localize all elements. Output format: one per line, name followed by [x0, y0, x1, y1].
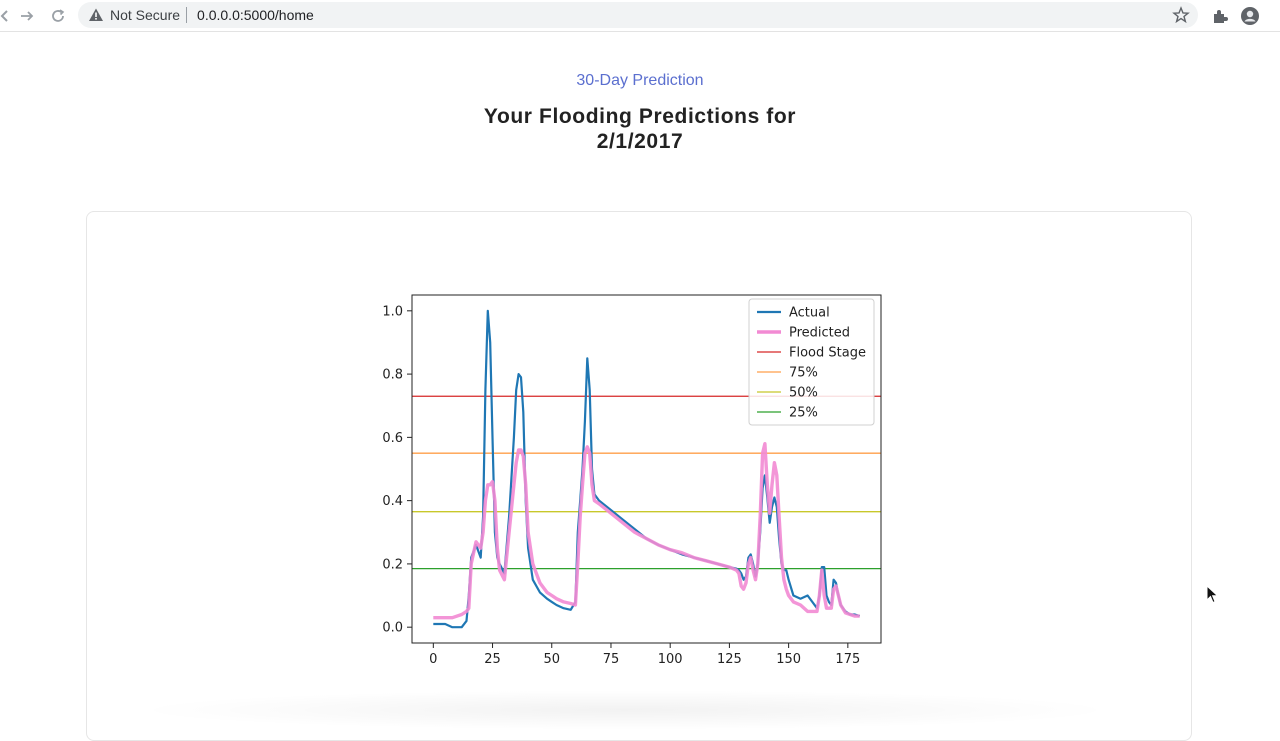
page-subtitle: 30-Day Prediction	[576, 72, 704, 89]
warning-icon	[88, 7, 104, 23]
legend-label-4: 75%	[789, 366, 818, 381]
y-tick-label-1: 0.0	[382, 621, 403, 636]
url-text[interactable]: 0.0.0.0:5000/home	[197, 7, 314, 23]
mouse-cursor-icon	[1206, 584, 1220, 605]
legend-label-5: 50%	[789, 386, 818, 401]
plot-frame	[411, 294, 882, 644]
y-tick-label-4: 0.6	[382, 431, 403, 446]
x-tick-label-5: 100	[658, 652, 683, 667]
legend-label-2: Predicted	[789, 326, 850, 341]
profile-icon[interactable]	[1240, 6, 1260, 26]
page-title-line-2: 2/1/2017	[596, 130, 684, 153]
flood-prediction-chart: 0 25 50 75 100 125 150 175 0.0 0.2 0.4 0.6 0.8 1.0 Act…	[382, 294, 882, 667]
browser-toolbar: Not Secure 0.0.0.0:5000/home	[0, 0, 1280, 32]
x-tick-label-3: 50	[543, 652, 560, 667]
card-shadow	[130, 690, 1120, 730]
x-tick-label-8: 175	[835, 652, 860, 667]
x-tick-label-4: 75	[603, 652, 620, 667]
series-line-2	[433, 441, 860, 620]
back-icon[interactable]	[0, 5, 16, 27]
legend-label-1: Actual	[789, 306, 830, 321]
address-divider	[186, 7, 188, 23]
extensions-icon[interactable]	[1210, 6, 1230, 26]
forward-icon[interactable]	[16, 5, 38, 27]
x-tick-label-7: 150	[776, 652, 801, 667]
y-tick-label-5: 0.8	[382, 368, 403, 383]
security-label[interactable]: Not Secure	[110, 7, 181, 23]
page-title: Your Flooding Predictions for 2/1/2017	[440, 104, 840, 154]
y-tick-label-2: 0.2	[382, 557, 403, 572]
address-bar[interactable]: Not Secure 0.0.0.0:5000/home	[78, 2, 1198, 28]
legend-label-3: Flood Stage	[789, 346, 866, 361]
legend-label-6: 25%	[789, 406, 818, 421]
y-tick-label-3: 0.4	[382, 494, 403, 509]
chart-card	[86, 211, 1192, 741]
x-tick-label-2: 25	[484, 652, 501, 667]
reload-icon[interactable]	[47, 5, 69, 27]
x-tick-label-6: 125	[717, 652, 742, 667]
star-icon[interactable]	[1172, 6, 1190, 24]
page-title-line-1: Your Flooding Predictions for	[483, 105, 797, 128]
x-tick-label-1: 0	[429, 652, 437, 667]
y-tick-label-6: 1.0	[382, 304, 403, 319]
